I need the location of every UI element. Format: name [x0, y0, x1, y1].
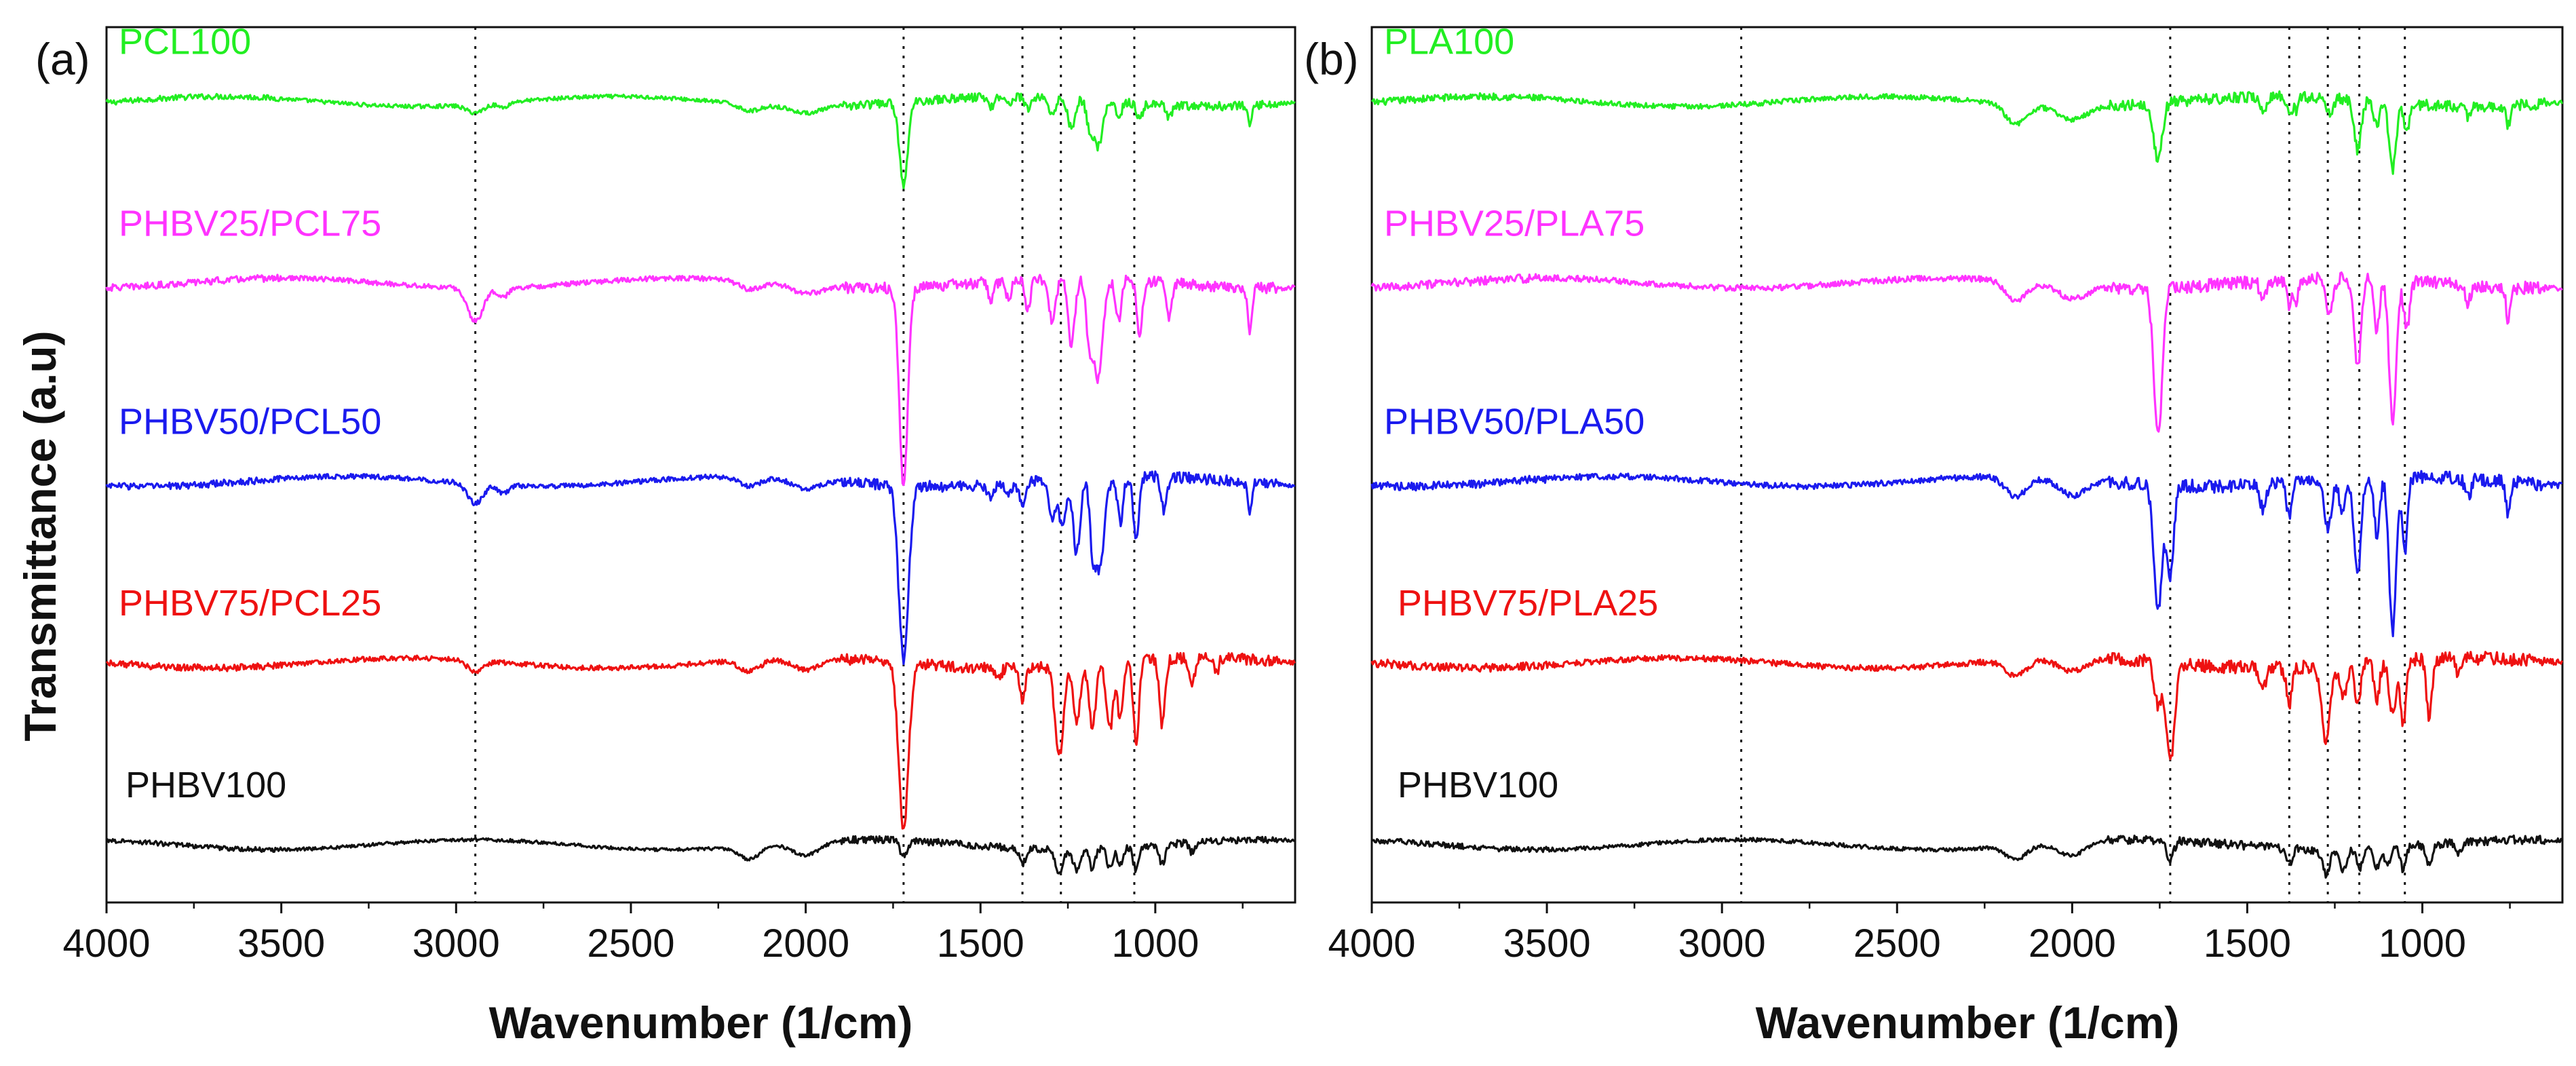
panel-a-x-tick-label: 2000	[762, 921, 849, 966]
panel-b-x-ticks: 4000 3500 3000 2500 2000 1500 1000	[1328, 902, 2511, 966]
panel-a-series-label: PHBV75/PCL25	[119, 583, 381, 624]
panel-a-series-line	[105, 470, 1296, 666]
panel-a-series-line	[105, 273, 1296, 487]
panel-a-x-tick-label: 4000	[62, 921, 150, 966]
panel-b-series-label: PLA100	[1384, 22, 1514, 62]
panel-b-x-tick-label: 3000	[1678, 921, 1766, 966]
panel-a-series-label: PHBV25/PCL75	[119, 203, 381, 244]
panel-a-series-label: PHBV50/PCL50	[119, 401, 381, 442]
panel-b-series-line	[1370, 271, 2563, 433]
panel-a-x-tick-label: 3500	[237, 921, 325, 966]
panel-a-frame	[105, 26, 1296, 904]
panel-b-x-tick-label: 2000	[2029, 921, 2116, 966]
panel-b: PLA100 PHBV25/PLA75 PHBV50/PLA50 PHBV75/PLA…	[1304, 22, 2564, 1048]
panel-b-x-tick-label: 4000	[1328, 921, 1415, 966]
panel-a-letter: (a)	[35, 34, 90, 84]
panel-a-series: PCL100 PHBV25/PCL75 PHBV50/PCL50 PHBV75/PCL…	[105, 22, 1296, 875]
panel-b-series-label: PHBV75/PLA25	[1398, 583, 1658, 624]
panel-a-series-label: PCL100	[119, 22, 251, 62]
panel-b-x-tick-label: 3500	[1503, 921, 1591, 966]
panel-b-reference-lines	[1740, 27, 2406, 902]
panel-b-series-line	[1370, 90, 2564, 175]
panel-b-series-label: PHBV50/PLA50	[1384, 401, 1645, 442]
panel-a-reference-lines	[474, 27, 1136, 902]
panel-b-series-line	[1370, 470, 2563, 638]
panel-b-letter: (b)	[1304, 34, 1359, 84]
panel-b-series-line	[1370, 834, 2563, 879]
panel-b-series: PLA100 PHBV25/PLA75 PHBV50/PLA50 PHBV75/PLA…	[1370, 22, 2564, 879]
panel-a-x-ticks: 4000 3500 3000 2500 2000 1500 1000	[62, 902, 1244, 966]
panel-a-series-line	[105, 92, 1296, 189]
y-axis-title: Transmittance (a.u)	[15, 330, 65, 741]
panel-a-series-line	[105, 651, 1296, 830]
panel-a-x-tick-label: 1500	[937, 921, 1024, 966]
panel-a-series-line	[106, 835, 1295, 875]
panel-b-x-tick-label: 1000	[2379, 921, 2466, 966]
panel-b-x-tick-label: 2500	[1853, 921, 1941, 966]
panel-a-x-tick-label: 3000	[412, 921, 500, 966]
panel-b-x-axis-title: Wavenumber (1/cm)	[1756, 997, 2180, 1048]
panel-b-x-tick-label: 1500	[2204, 921, 2291, 966]
panel-a-series-label: PHBV100	[126, 765, 286, 805]
panel-b-series-label: PHBV100	[1398, 765, 1558, 805]
panel-a: PCL100 PHBV25/PCL75 PHBV50/PCL50 PHBV75/PCL…	[35, 22, 1296, 1048]
panel-b-frame	[1370, 26, 2564, 904]
panel-b-series-label: PHBV25/PLA75	[1384, 203, 1645, 244]
panel-a-x-axis-title: Wavenumber (1/cm)	[489, 997, 913, 1048]
panel-a-x-tick-label: 1000	[1111, 921, 1199, 966]
panel-b-series-line	[1370, 651, 2564, 761]
panel-a-x-tick-label: 2500	[587, 921, 674, 966]
